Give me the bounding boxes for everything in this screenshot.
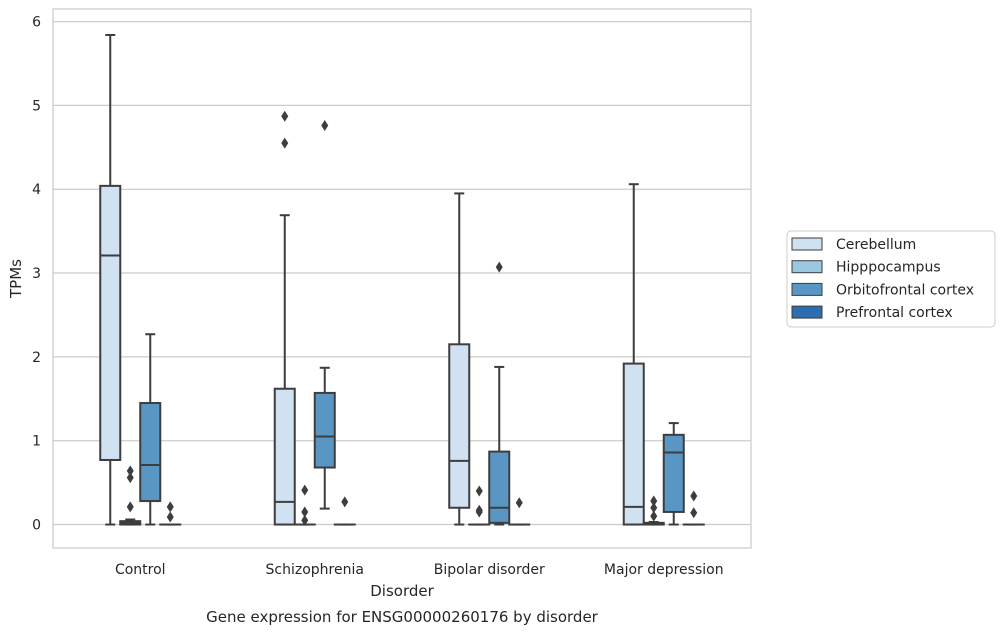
outlier-point bbox=[650, 495, 658, 507]
y-axis-ticks: 0 1 2 3 4 5 6 bbox=[32, 15, 41, 534]
x-tick-label: Major depression bbox=[604, 562, 724, 578]
box-hipppocampus bbox=[293, 484, 316, 526]
box-orbitofrontal-cortex bbox=[139, 333, 162, 526]
box-prefrontal-cortex bbox=[333, 496, 356, 526]
legend-swatch bbox=[791, 282, 823, 296]
box-cerebellum bbox=[448, 192, 471, 526]
legend-label: Hipppocampus bbox=[836, 260, 941, 276]
legend-label: Prefrontal cortex bbox=[836, 305, 953, 321]
iqr-box bbox=[622, 362, 645, 526]
y-tick-label: 5 bbox=[32, 98, 41, 114]
outlier-point bbox=[495, 261, 503, 273]
plot-frame bbox=[52, 8, 752, 549]
outlier-point bbox=[301, 484, 309, 496]
iqr-box bbox=[99, 184, 122, 461]
iqr-box bbox=[488, 450, 511, 524]
outlier-point bbox=[166, 501, 174, 513]
outlier-point bbox=[341, 496, 349, 508]
iqr-box bbox=[662, 433, 685, 513]
box-hipppocampus bbox=[119, 465, 142, 526]
box-cerebellum bbox=[99, 33, 122, 526]
box-hipppocampus bbox=[642, 495, 665, 526]
y-tick-label: 4 bbox=[32, 182, 41, 198]
outlier-point bbox=[301, 514, 309, 526]
iqr-box bbox=[273, 387, 296, 526]
outlier-point bbox=[475, 485, 483, 497]
box-orbitofrontal-cortex bbox=[313, 120, 336, 510]
outlier-point bbox=[126, 501, 134, 513]
legend-label: Cerebellum bbox=[836, 237, 916, 253]
box-orbitofrontal-cortex bbox=[488, 261, 511, 526]
legend-swatch bbox=[791, 260, 823, 274]
iqr-box bbox=[313, 391, 336, 469]
box-cerebellum bbox=[622, 183, 645, 526]
y-tick-label: 0 bbox=[32, 518, 41, 534]
outlier-point bbox=[650, 502, 658, 514]
legend-swatch bbox=[791, 237, 823, 251]
legend-label: Orbitofrontal cortex bbox=[836, 282, 974, 298]
legend-swatch bbox=[791, 305, 823, 319]
outlier-point bbox=[515, 497, 523, 509]
gridlines bbox=[53, 20, 751, 526]
y-tick-label: 1 bbox=[32, 434, 41, 450]
outlier-point bbox=[690, 490, 698, 502]
chart-title: Gene expression for ENSG00000260176 by d… bbox=[206, 608, 599, 626]
iqr-box bbox=[139, 401, 162, 503]
y-axis-label: TPMs bbox=[7, 259, 25, 299]
box-orbitofrontal-cortex bbox=[662, 422, 685, 526]
box-prefrontal-cortex bbox=[159, 501, 182, 526]
outlier-point bbox=[281, 137, 289, 149]
outlier-point bbox=[690, 507, 698, 519]
legend-frame bbox=[786, 230, 996, 328]
box-hipppocampus bbox=[468, 485, 491, 526]
x-axis-ticks: Control Schizophrenia Bipolar disorder Majo… bbox=[115, 562, 724, 578]
outlier-point bbox=[475, 504, 483, 516]
y-tick-label: 2 bbox=[32, 350, 41, 366]
box-plot-area bbox=[99, 33, 705, 526]
outlier-point bbox=[126, 465, 134, 477]
box-cerebellum bbox=[273, 110, 296, 526]
x-tick-label: Control bbox=[115, 562, 166, 578]
outlier-point bbox=[126, 472, 134, 484]
outlier-point bbox=[281, 110, 289, 122]
box-prefrontal-cortex bbox=[508, 497, 531, 526]
box-prefrontal-cortex bbox=[682, 490, 705, 526]
x-axis-label: Disorder bbox=[370, 582, 434, 600]
y-tick-label: 3 bbox=[32, 266, 41, 282]
legend: Cerebellum Hipppocampus Orbitofrontal cort… bbox=[786, 230, 996, 328]
outlier-point bbox=[321, 120, 329, 132]
iqr-box bbox=[448, 343, 471, 509]
outlier-point bbox=[650, 510, 658, 522]
y-tick-label: 6 bbox=[32, 15, 41, 31]
x-tick-label: Bipolar disorder bbox=[434, 562, 545, 578]
outlier-point bbox=[301, 506, 309, 518]
x-tick-label: Schizophrenia bbox=[266, 562, 364, 578]
outlier-point bbox=[166, 511, 174, 523]
